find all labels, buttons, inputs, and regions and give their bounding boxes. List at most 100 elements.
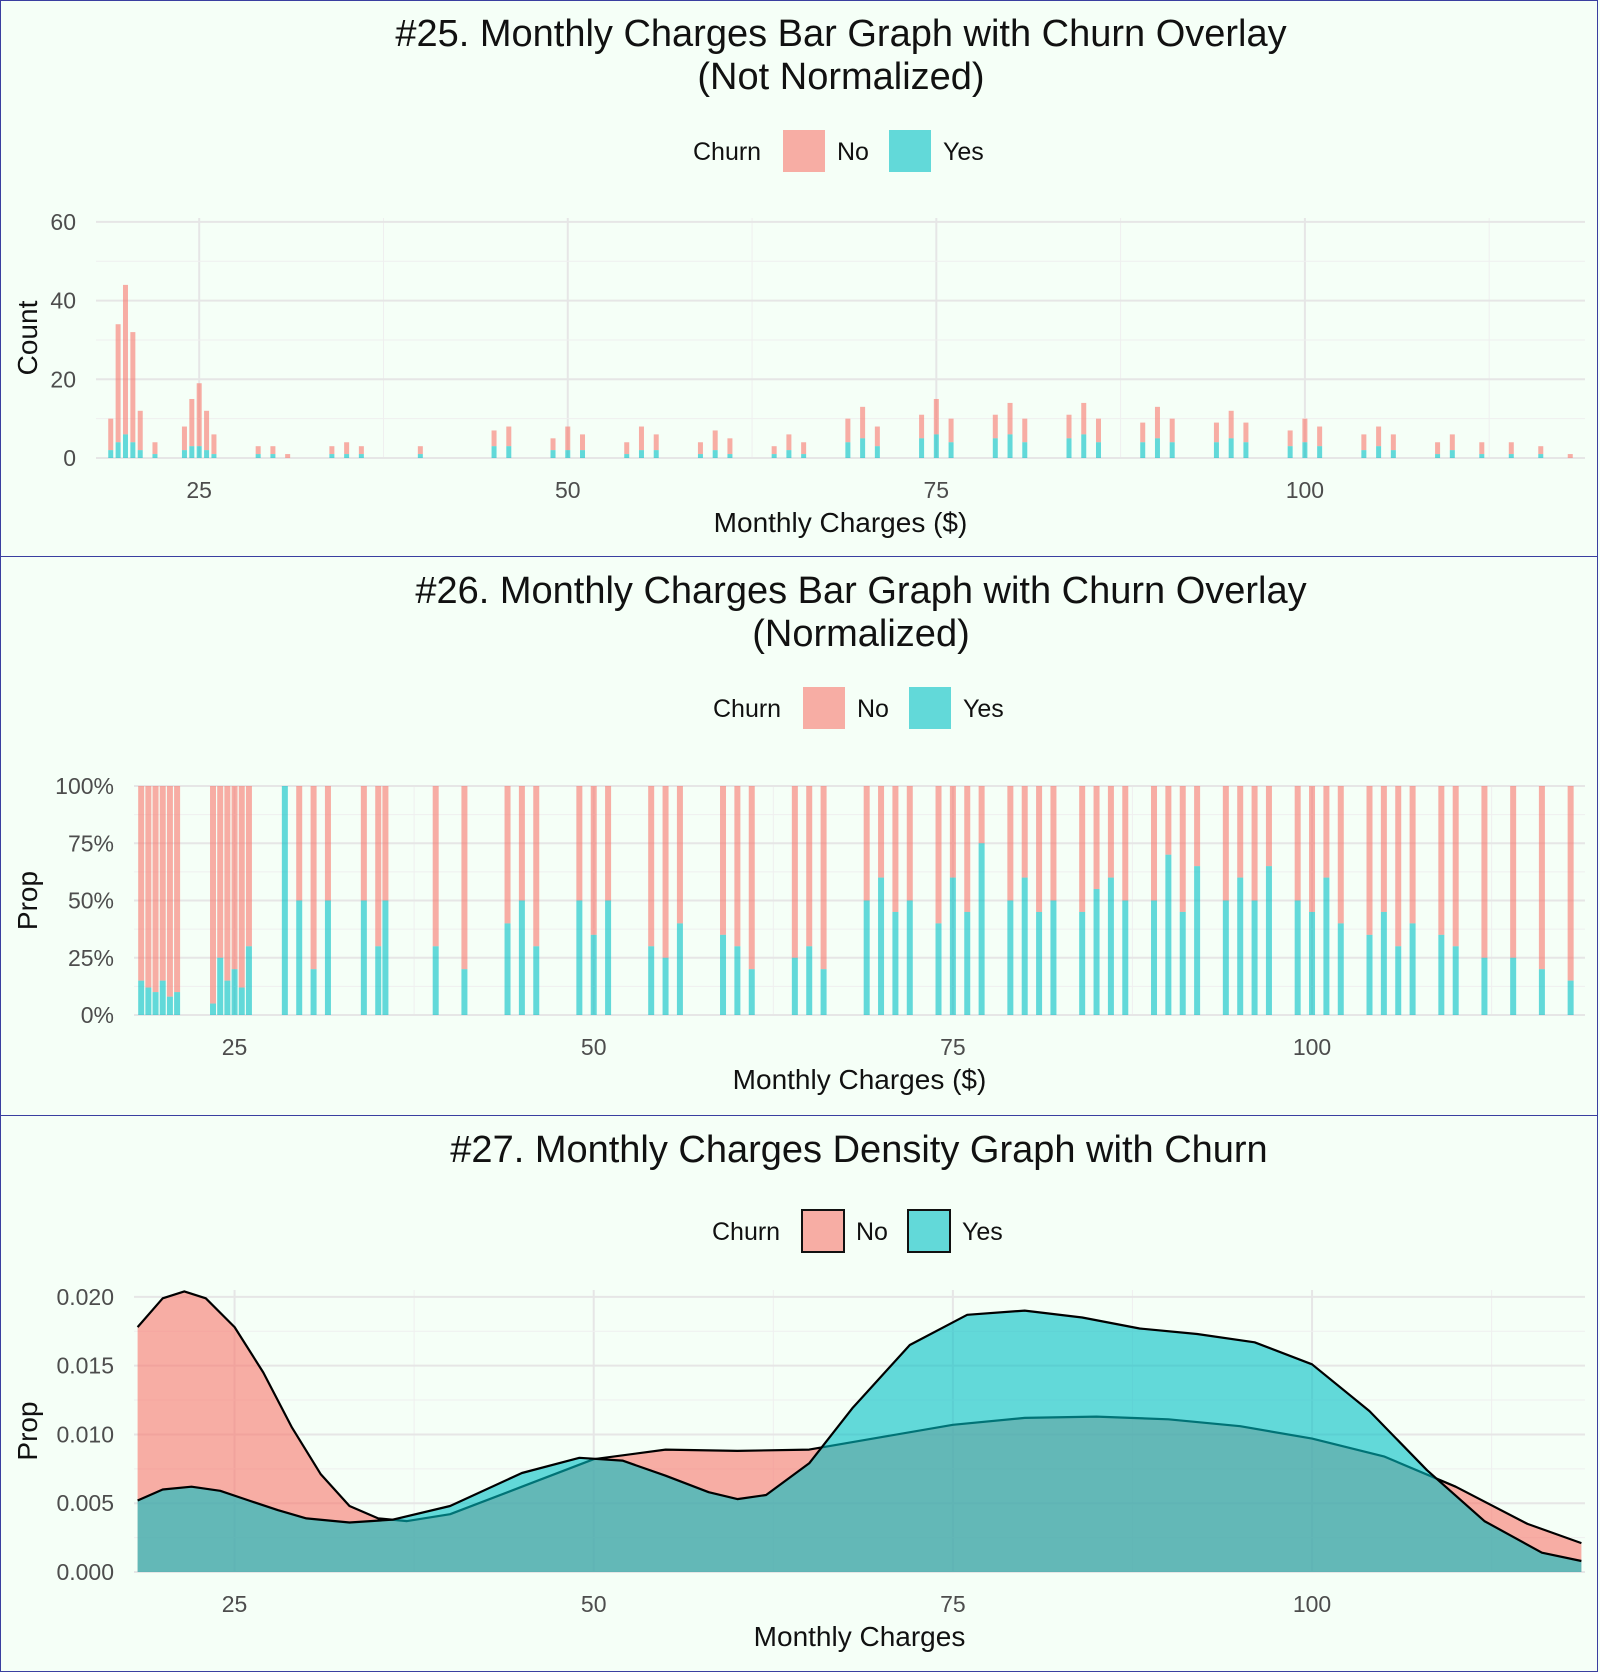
legend-label-no: No (856, 1218, 888, 1246)
bar-no (605, 786, 612, 901)
bar-no (211, 434, 217, 455)
bar-yes (653, 450, 659, 458)
chart-title-line: #26. Monthly Charges Bar Graph with Chur… (415, 570, 1306, 612)
bar-no (1380, 786, 1387, 912)
y-tick-label: 40 (50, 288, 76, 314)
bar-no (948, 418, 954, 443)
bar-no (1294, 786, 1301, 901)
bar-yes (860, 438, 866, 458)
bar-no (1081, 402, 1087, 435)
bar-yes (1022, 442, 1028, 458)
density-area-yes (137, 1310, 1582, 1572)
bar-yes (224, 980, 231, 1015)
bar-yes (1222, 900, 1229, 1015)
y-axis-title: Prop (12, 871, 43, 930)
x-tick-label: 75 (940, 1591, 966, 1617)
bar-yes (1287, 446, 1293, 458)
bar-yes (978, 843, 985, 1015)
bar-no (506, 426, 512, 447)
bar-no (801, 442, 807, 455)
bar-yes (1538, 454, 1544, 458)
bar-no (786, 434, 792, 451)
chart-title-line: (Normalized) (752, 613, 969, 655)
bar-yes (211, 454, 217, 458)
bar-no (845, 418, 851, 443)
bar-yes (1122, 900, 1129, 1015)
x-tick-label: 75 (924, 477, 950, 503)
legend-label-yes: Yes (963, 695, 1004, 723)
bar-yes (432, 946, 439, 1015)
bar-yes (1449, 450, 1455, 458)
y-axis-title: Prop (12, 1401, 43, 1460)
y-tick-label: 0.010 (56, 1421, 114, 1447)
x-axis-title: Monthly Charges ($) (714, 507, 968, 538)
bar-no (1265, 786, 1272, 867)
bar-yes (1251, 900, 1258, 1015)
bar-yes (676, 923, 683, 1015)
bar-yes (712, 450, 718, 458)
bar-no (1438, 786, 1445, 935)
bar-yes (1452, 946, 1459, 1015)
bar-yes (878, 877, 885, 1015)
bar-no (382, 786, 389, 901)
bar-yes (806, 946, 813, 1015)
bar-no (949, 786, 956, 878)
bar-yes (231, 969, 238, 1015)
bar-yes (189, 446, 195, 458)
bar-no (1452, 786, 1459, 947)
bar-no (1021, 786, 1028, 878)
bar-yes (152, 454, 158, 458)
bar-yes (1409, 923, 1416, 1015)
y-tick-label: 25% (68, 945, 114, 971)
bar-no (1337, 786, 1344, 924)
bar-no (1079, 786, 1086, 912)
bar-yes (255, 454, 261, 458)
bar-no (174, 786, 181, 993)
bar-yes (1165, 854, 1172, 1015)
bar-yes (1337, 923, 1344, 1015)
chart-title-line: #27. Monthly Charges Density Graph with … (450, 1129, 1267, 1171)
bar-no (806, 786, 813, 947)
bar-no (1538, 446, 1544, 455)
bar-yes (1438, 934, 1445, 1015)
bar-no (727, 438, 733, 455)
bar-no (676, 786, 683, 924)
bar-no (1007, 786, 1014, 901)
bar-no (1366, 786, 1373, 935)
legend-title: Churn (693, 138, 761, 166)
bar-yes (1309, 911, 1316, 1015)
bar-no (1151, 786, 1158, 901)
y-tick-label: 0.005 (56, 1490, 114, 1516)
y-tick-label: 0.020 (56, 1284, 114, 1310)
bar-no (1140, 422, 1146, 443)
bar-no (576, 786, 583, 901)
bar-yes (518, 900, 525, 1015)
bar-yes (727, 454, 733, 458)
bar-yes (461, 969, 468, 1015)
legend-label-yes: Yes (962, 1218, 1003, 1246)
bar-yes (245, 946, 252, 1015)
bar-no (1390, 434, 1396, 451)
bar-no (518, 786, 525, 901)
bar-yes (964, 911, 971, 1015)
bar-no (533, 786, 540, 947)
x-tick-label: 25 (222, 1034, 248, 1060)
bar-yes (533, 946, 540, 1015)
bar-no (360, 786, 367, 901)
bar-yes (1021, 877, 1028, 1015)
bar-yes (801, 454, 807, 458)
bar-yes (1194, 866, 1201, 1015)
x-tick-label: 75 (940, 1034, 966, 1060)
bar-no (196, 383, 202, 447)
bar-yes (358, 454, 364, 458)
bar-yes (1395, 946, 1402, 1015)
bar-no (1050, 786, 1057, 901)
bar-no (1567, 786, 1574, 981)
bar-yes (506, 446, 512, 458)
bar-no (1095, 418, 1101, 443)
y-tick-label: 0.000 (56, 1559, 114, 1585)
bar-no (697, 442, 703, 455)
bar-yes (948, 442, 954, 458)
bar-yes (137, 450, 143, 458)
bar-no (550, 438, 556, 451)
